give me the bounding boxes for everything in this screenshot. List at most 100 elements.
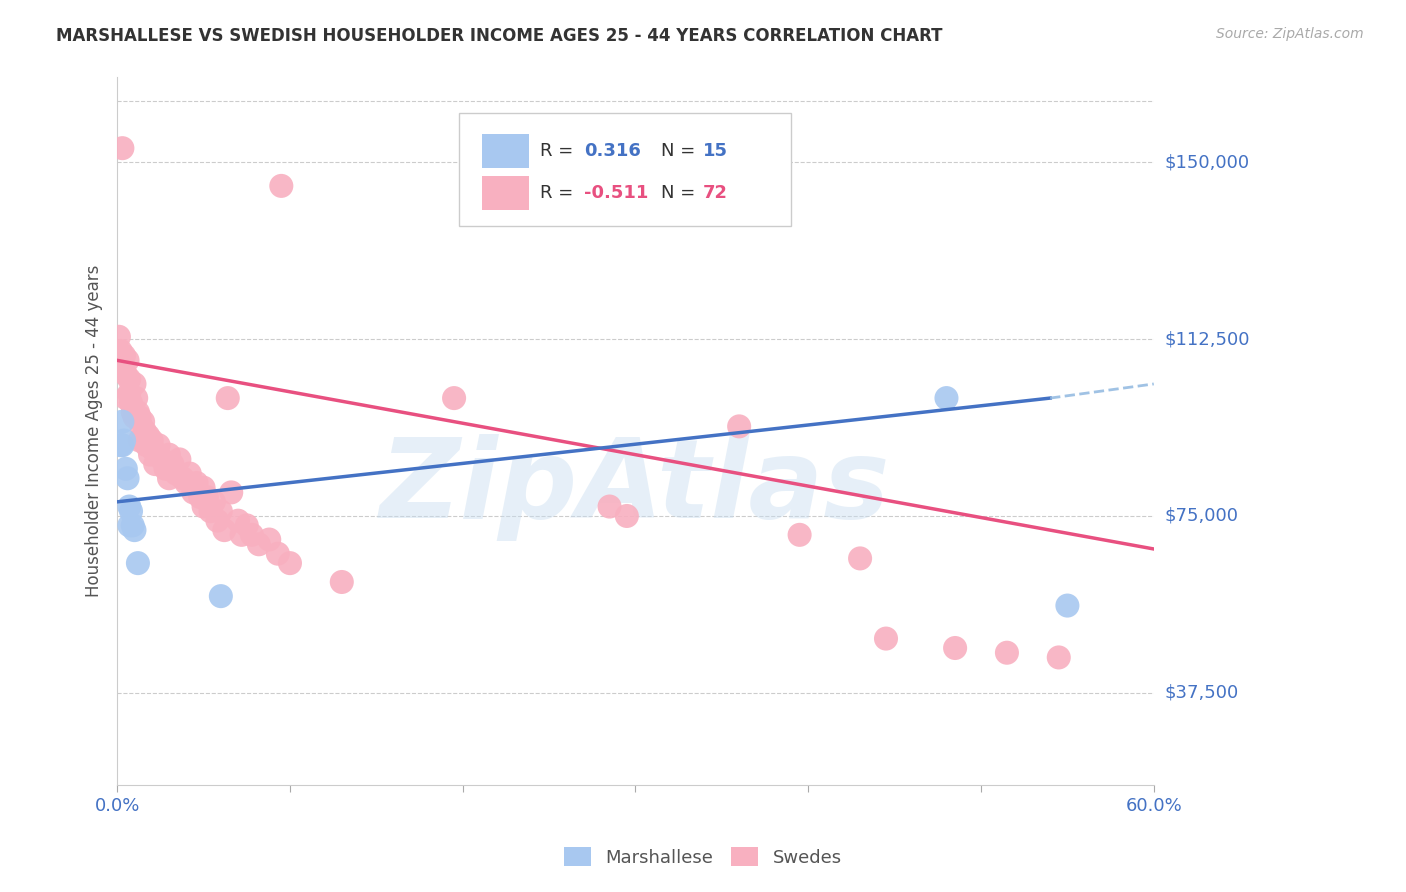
Text: 72: 72 bbox=[703, 185, 728, 202]
Point bbox=[155, 462, 177, 476]
Point bbox=[117, 353, 139, 368]
Point bbox=[278, 556, 301, 570]
Text: Source: ZipAtlas.com: Source: ZipAtlas.com bbox=[1216, 27, 1364, 41]
Point bbox=[132, 415, 155, 429]
Point bbox=[247, 537, 270, 551]
Point bbox=[162, 457, 184, 471]
Point bbox=[995, 646, 1018, 660]
Point bbox=[120, 396, 142, 410]
Point bbox=[207, 514, 229, 528]
Point bbox=[142, 442, 165, 457]
Text: $75,000: $75,000 bbox=[1166, 507, 1239, 525]
Text: $37,500: $37,500 bbox=[1166, 684, 1239, 702]
Point bbox=[1047, 650, 1070, 665]
Point bbox=[111, 141, 134, 155]
Point bbox=[118, 386, 141, 401]
Point bbox=[193, 481, 215, 495]
Point bbox=[111, 415, 134, 429]
Text: R =: R = bbox=[540, 142, 579, 160]
Point bbox=[108, 330, 131, 344]
Point bbox=[118, 518, 141, 533]
Point bbox=[179, 467, 201, 481]
Point bbox=[616, 508, 638, 523]
Text: N =: N = bbox=[661, 185, 702, 202]
Point bbox=[157, 471, 180, 485]
FancyBboxPatch shape bbox=[460, 112, 792, 226]
Point bbox=[231, 528, 253, 542]
Point bbox=[240, 528, 263, 542]
Y-axis label: Householder Income Ages 25 - 44 years: Householder Income Ages 25 - 44 years bbox=[86, 265, 103, 598]
Legend: Marshallese, Swedes: Marshallese, Swedes bbox=[557, 840, 849, 874]
Point bbox=[128, 434, 150, 448]
Point bbox=[172, 471, 194, 485]
Point bbox=[935, 391, 957, 405]
Point bbox=[118, 500, 141, 514]
Text: $112,500: $112,500 bbox=[1166, 330, 1250, 348]
Point bbox=[131, 419, 153, 434]
Point bbox=[141, 434, 163, 448]
Point bbox=[1056, 599, 1078, 613]
Point bbox=[186, 475, 208, 490]
Point bbox=[112, 434, 135, 448]
Point bbox=[217, 391, 239, 405]
Point bbox=[195, 490, 218, 504]
Point bbox=[599, 500, 621, 514]
Point bbox=[121, 405, 143, 419]
Point bbox=[169, 452, 191, 467]
Point bbox=[226, 514, 249, 528]
Text: $150,000: $150,000 bbox=[1166, 153, 1250, 171]
Point bbox=[111, 358, 134, 372]
Point bbox=[849, 551, 872, 566]
Point bbox=[176, 475, 198, 490]
Point bbox=[127, 556, 149, 570]
Point bbox=[875, 632, 897, 646]
Text: -0.511: -0.511 bbox=[583, 185, 648, 202]
Point bbox=[118, 372, 141, 386]
Point bbox=[125, 391, 148, 405]
Point bbox=[443, 391, 465, 405]
Point bbox=[789, 528, 811, 542]
Point bbox=[143, 457, 166, 471]
Point bbox=[943, 640, 966, 655]
Point bbox=[165, 467, 187, 481]
Point bbox=[127, 405, 149, 419]
Point bbox=[181, 485, 204, 500]
Point bbox=[117, 471, 139, 485]
Text: N =: N = bbox=[661, 142, 702, 160]
Text: R =: R = bbox=[540, 185, 579, 202]
Point bbox=[209, 589, 232, 603]
Point bbox=[112, 349, 135, 363]
Text: 15: 15 bbox=[703, 142, 728, 160]
Point bbox=[257, 533, 280, 547]
Point bbox=[114, 462, 136, 476]
Point bbox=[110, 438, 132, 452]
Point bbox=[330, 574, 353, 589]
Point bbox=[111, 438, 134, 452]
Point bbox=[114, 391, 136, 405]
Point bbox=[188, 490, 211, 504]
Point bbox=[139, 448, 162, 462]
FancyBboxPatch shape bbox=[482, 177, 529, 211]
Point bbox=[200, 504, 222, 518]
Point bbox=[132, 434, 155, 448]
Point bbox=[128, 409, 150, 424]
Point bbox=[136, 429, 159, 443]
Point bbox=[134, 424, 156, 438]
Point bbox=[267, 547, 290, 561]
Point bbox=[135, 438, 157, 452]
Point bbox=[121, 518, 143, 533]
Point bbox=[124, 523, 146, 537]
Point bbox=[270, 178, 292, 193]
Point bbox=[150, 452, 173, 467]
Point bbox=[209, 504, 232, 518]
Text: ZipAtlas: ZipAtlas bbox=[380, 434, 891, 541]
Point bbox=[219, 485, 242, 500]
Point bbox=[110, 343, 132, 358]
Point bbox=[148, 438, 170, 452]
Point bbox=[157, 448, 180, 462]
FancyBboxPatch shape bbox=[482, 134, 529, 168]
Point bbox=[728, 419, 751, 434]
Point bbox=[202, 495, 225, 509]
Point bbox=[124, 409, 146, 424]
Point bbox=[193, 500, 215, 514]
